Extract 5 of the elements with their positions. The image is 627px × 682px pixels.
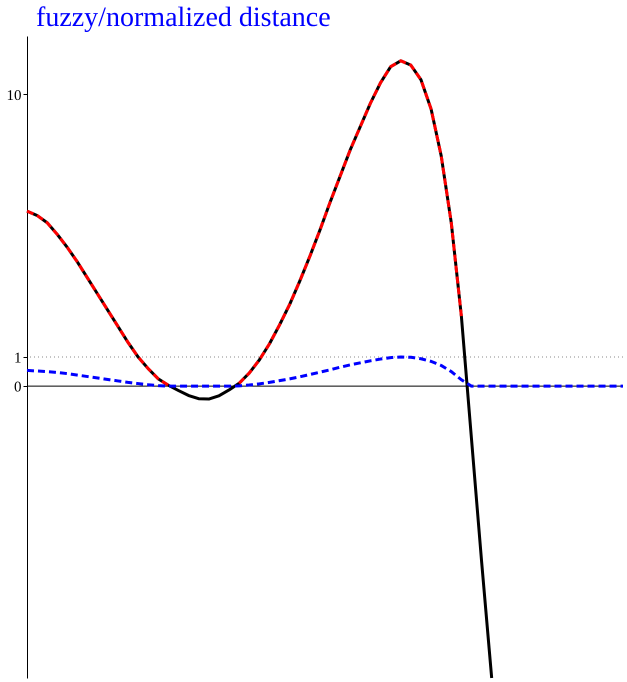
line-series <box>26 356 624 388</box>
y-tick-label: 0 <box>14 380 22 396</box>
chart-title: fuzzy/normalized distance <box>36 2 331 33</box>
y-tick-label: 10 <box>6 88 22 104</box>
y-tick-label: 1 <box>14 350 22 366</box>
